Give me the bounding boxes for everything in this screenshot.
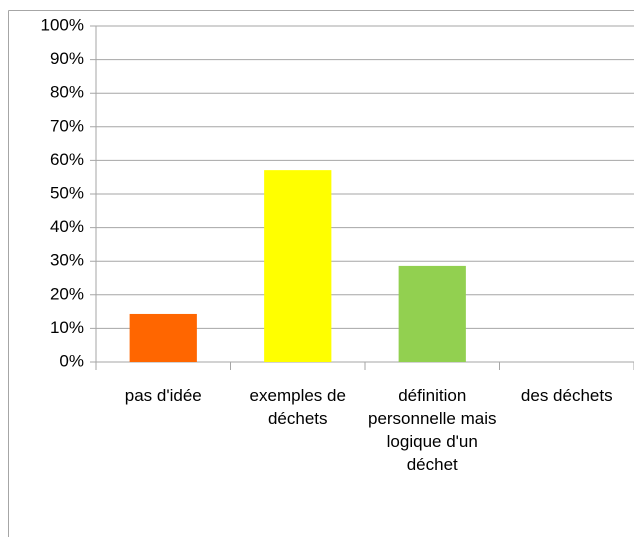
bar <box>264 170 332 362</box>
y-tick-label: 10% <box>50 318 84 337</box>
y-tick-label: 90% <box>50 49 84 68</box>
x-tick-label: définition personnelle mais logique d'un… <box>367 386 497 474</box>
y-tick-label: 100% <box>41 15 84 34</box>
y-tick-label: 50% <box>50 183 84 202</box>
y-tick-label: 60% <box>50 150 84 169</box>
y-tick-label: 80% <box>50 83 84 102</box>
y-tick-label: 70% <box>50 116 84 135</box>
x-tick-label: des déchets <box>520 386 613 405</box>
x-tick-label: pas d'idée <box>124 386 202 405</box>
y-tick-label: 20% <box>50 284 84 303</box>
y-tick-label: 0% <box>59 351 84 370</box>
y-tick-label: 30% <box>50 251 84 270</box>
bar <box>398 265 466 362</box>
x-tick-label: exemples de déchets <box>249 386 346 428</box>
bar <box>129 313 197 362</box>
y-tick-label: 40% <box>50 217 84 236</box>
